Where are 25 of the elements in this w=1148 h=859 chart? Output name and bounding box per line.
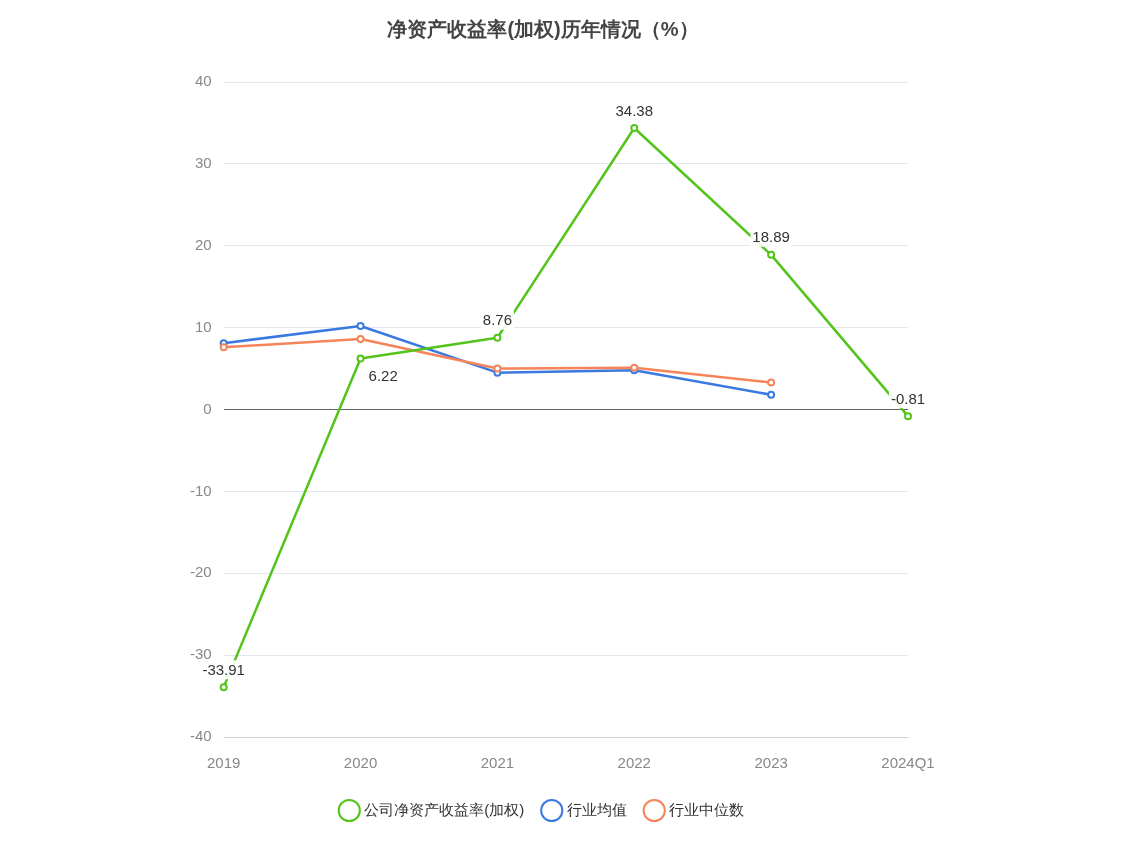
legend-label: 行业均值 bbox=[566, 800, 627, 818]
y-tick-label: 0 bbox=[203, 399, 212, 417]
x-tick-label: 2021 bbox=[480, 754, 515, 772]
y-tick-label: 30 bbox=[194, 154, 212, 172]
x-tick-label: 2019 bbox=[206, 754, 241, 772]
x-tick-label: 2022 bbox=[617, 754, 651, 772]
data-label: -33.91 bbox=[202, 660, 245, 678]
y-tick-label: 20 bbox=[194, 235, 212, 253]
x-tick-label: 2024Q1 bbox=[881, 754, 935, 772]
data-label: 6.22 bbox=[368, 367, 398, 385]
chart-title: 净资产收益率(加权)历年情况（%） bbox=[387, 17, 699, 40]
y-tick-label: -20 bbox=[189, 563, 212, 581]
y-tick-label: -40 bbox=[189, 727, 212, 745]
legend-label: 行业中位数 bbox=[669, 800, 745, 818]
data-label: -0.81 bbox=[890, 389, 926, 407]
legend-label: 公司净资产收益率(加权) bbox=[364, 800, 525, 818]
x-tick-label: 2023 bbox=[754, 754, 788, 772]
x-tick-label: 2020 bbox=[343, 754, 378, 772]
y-tick-label: -10 bbox=[189, 481, 212, 499]
data-label: 34.38 bbox=[615, 101, 654, 119]
y-tick-label: 40 bbox=[194, 72, 212, 90]
y-tick-label: -30 bbox=[189, 645, 212, 663]
y-tick-label: 10 bbox=[194, 317, 212, 335]
data-label: 8.76 bbox=[482, 311, 513, 329]
data-label: 18.89 bbox=[752, 228, 790, 246]
